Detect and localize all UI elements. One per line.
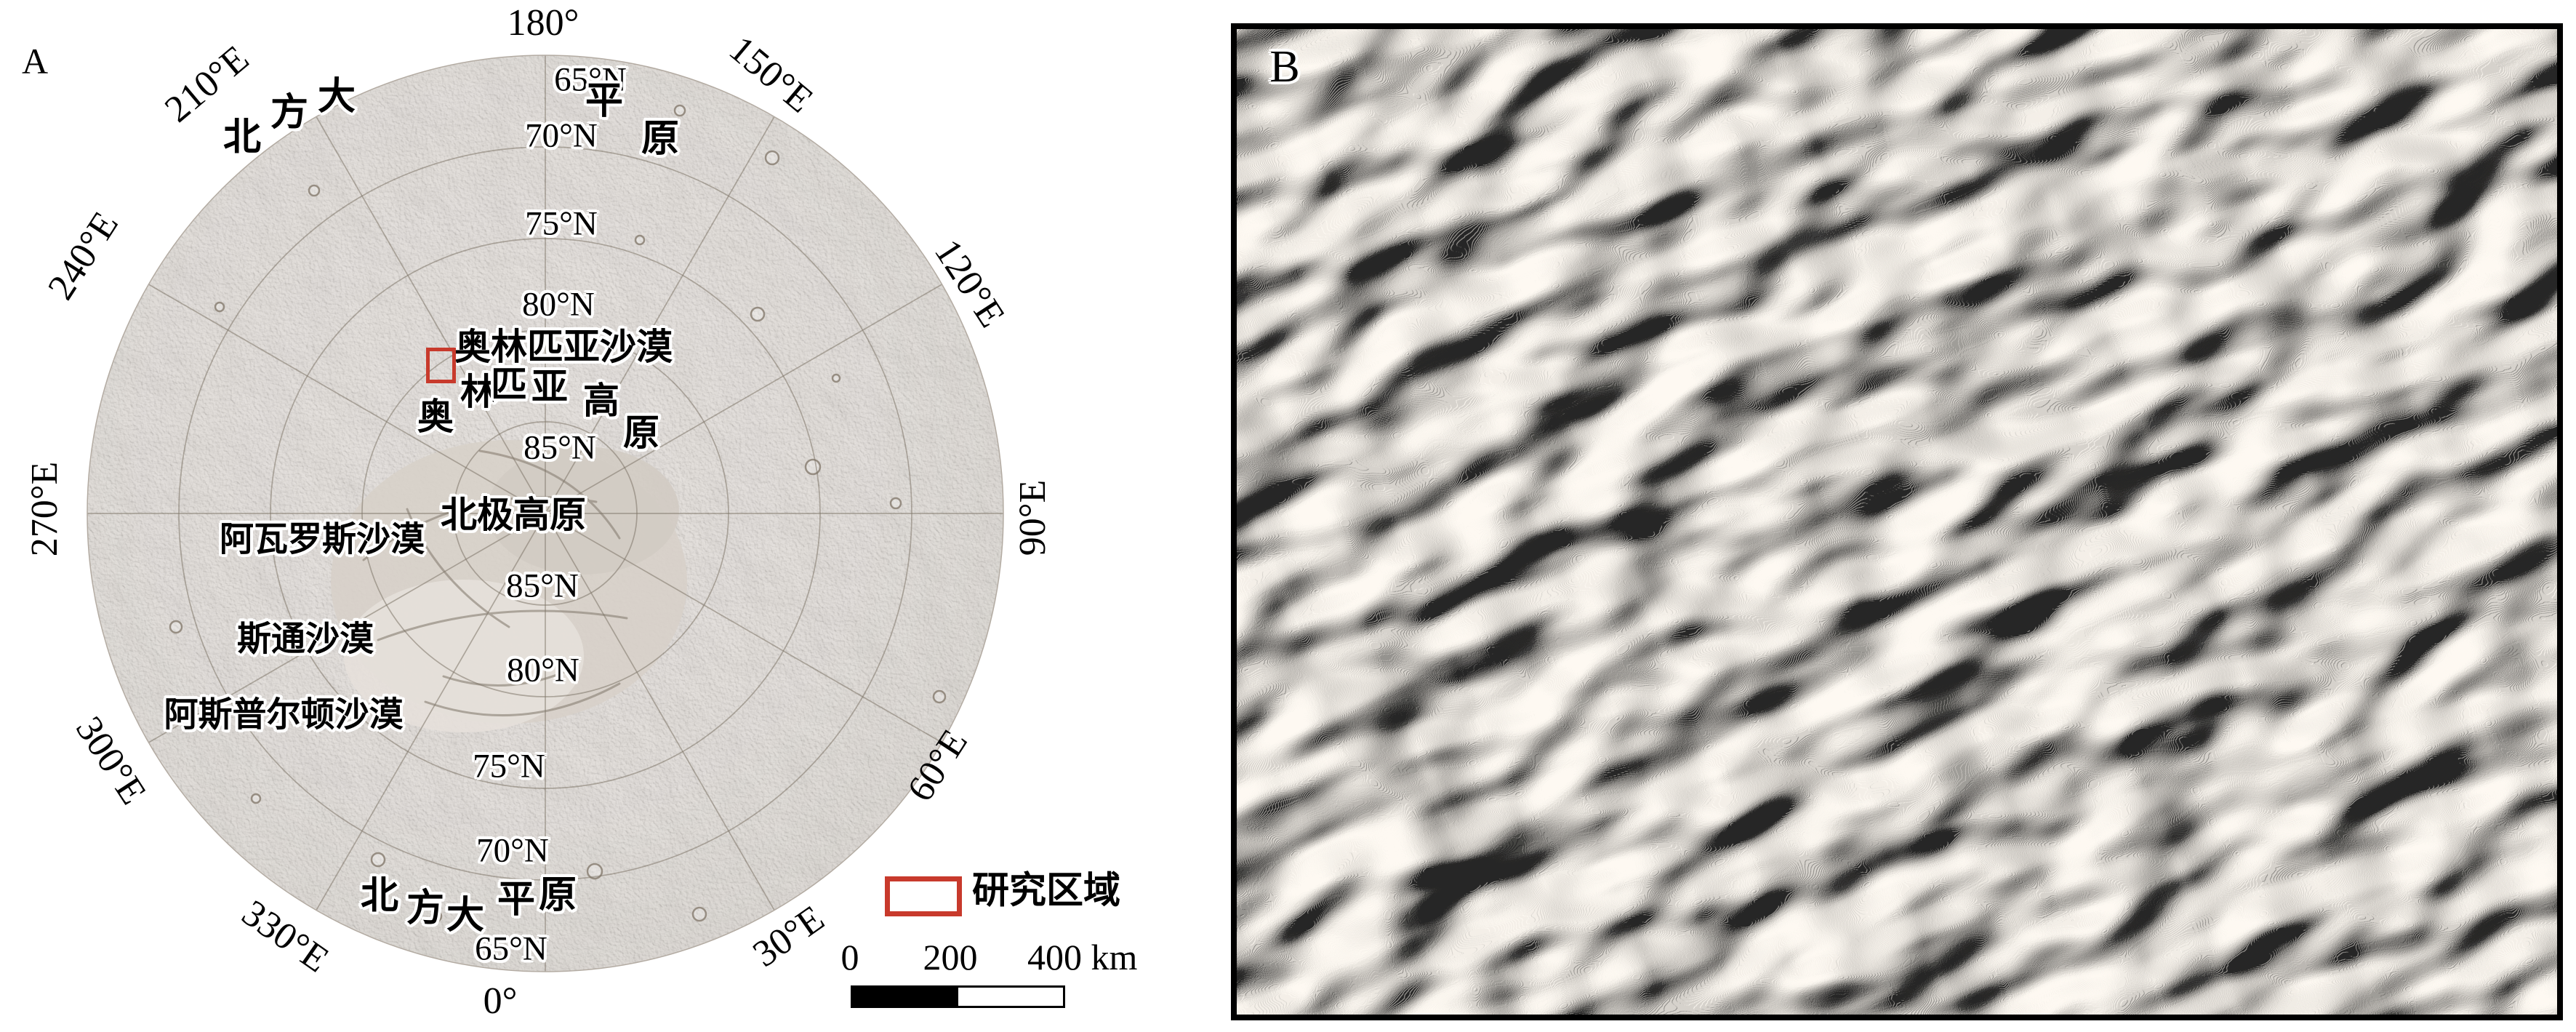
scale-bar-filled-segment [853, 988, 958, 1006]
olympia-planum-char-4: 亚 [531, 367, 568, 407]
vastitas-borealis-top-char-5: 原 [641, 119, 680, 160]
polar-cap-art [331, 440, 687, 732]
panel-a-map: A 180° 150°E 120°E 90°E 60°E 30°E 0° 330… [0, 0, 1221, 1032]
vastitas-borealis-top-char-1: 北 [222, 117, 262, 159]
lat-label-top-75n: 75°N [525, 204, 598, 243]
scale-bar [851, 985, 1065, 1008]
dune-hillshade-graphic [1237, 29, 2557, 1015]
olympia-planum-char-5: 高 [583, 380, 619, 421]
study-area-box [426, 348, 456, 383]
panel-a-label: A [21, 41, 49, 81]
lat-label-bottom-85n: 85°N [506, 567, 579, 605]
vastitas-borealis-bottom-char-2: 方 [406, 888, 445, 929]
olympia-planum-char-3: 匹 [491, 364, 527, 405]
vastitas-borealis-bottom-char-4: 平 [497, 879, 536, 921]
lon-label-270e: 270°E [24, 461, 65, 557]
olympia-planum-char-6: 原 [623, 412, 659, 453]
vastitas-borealis-bottom-char-3: 大 [446, 895, 485, 937]
place-siton-undae: 斯通沙漠 [237, 620, 374, 659]
lat-label-top-65n: 65°N [554, 60, 627, 99]
lat-label-bottom-80n: 80°N [507, 651, 579, 689]
lat-label-top-80n: 80°N [522, 285, 595, 324]
vastitas-borealis-bottom-char-5: 原 [538, 875, 577, 916]
place-olympia-undae: 奥林匹亚沙漠 [454, 327, 673, 367]
graticule [87, 55, 1003, 972]
vastitas-borealis-top-char-4: 平 [585, 81, 624, 122]
legend-study-area-label: 研究区域 [972, 871, 1121, 912]
lat-label-bottom-75n: 75°N [473, 747, 545, 785]
scale-tick-200: 200 [923, 937, 978, 977]
panel-b-label: B [1269, 42, 1300, 92]
olympia-planum-char-1: 奥 [417, 396, 454, 437]
olympia-planum-char-2: 林 [460, 372, 497, 412]
vastitas-borealis-top-char-2: 方 [270, 92, 309, 134]
place-aspledon-undae: 阿斯普尔顿沙漠 [164, 696, 404, 735]
place-planum-boreum: 北极高原 [441, 495, 586, 535]
panel-b-detail-image: B [1231, 23, 2563, 1020]
lat-label-bottom-70n: 70°N [476, 831, 549, 870]
lon-label-180: 180° [507, 2, 579, 44]
lon-label-0: 0° [483, 980, 518, 1022]
scale-tick-400km: 400 km [1027, 937, 1138, 977]
vastitas-borealis-top-char-3: 大 [317, 76, 356, 118]
polar-map-graphic [87, 55, 1004, 972]
lat-label-bottom-65n: 65°N [475, 929, 547, 968]
lat-label-top-85n: 85°N [523, 428, 596, 467]
vastitas-borealis-bottom-char-1: 北 [360, 876, 399, 917]
lon-label-90e: 90°E [1012, 479, 1054, 556]
place-abalos-undae: 阿瓦罗斯沙漠 [220, 521, 425, 559]
legend-study-area-swatch [885, 876, 962, 916]
scale-tick-0: 0 [840, 937, 859, 977]
lat-label-top-70n: 70°N [525, 116, 598, 155]
